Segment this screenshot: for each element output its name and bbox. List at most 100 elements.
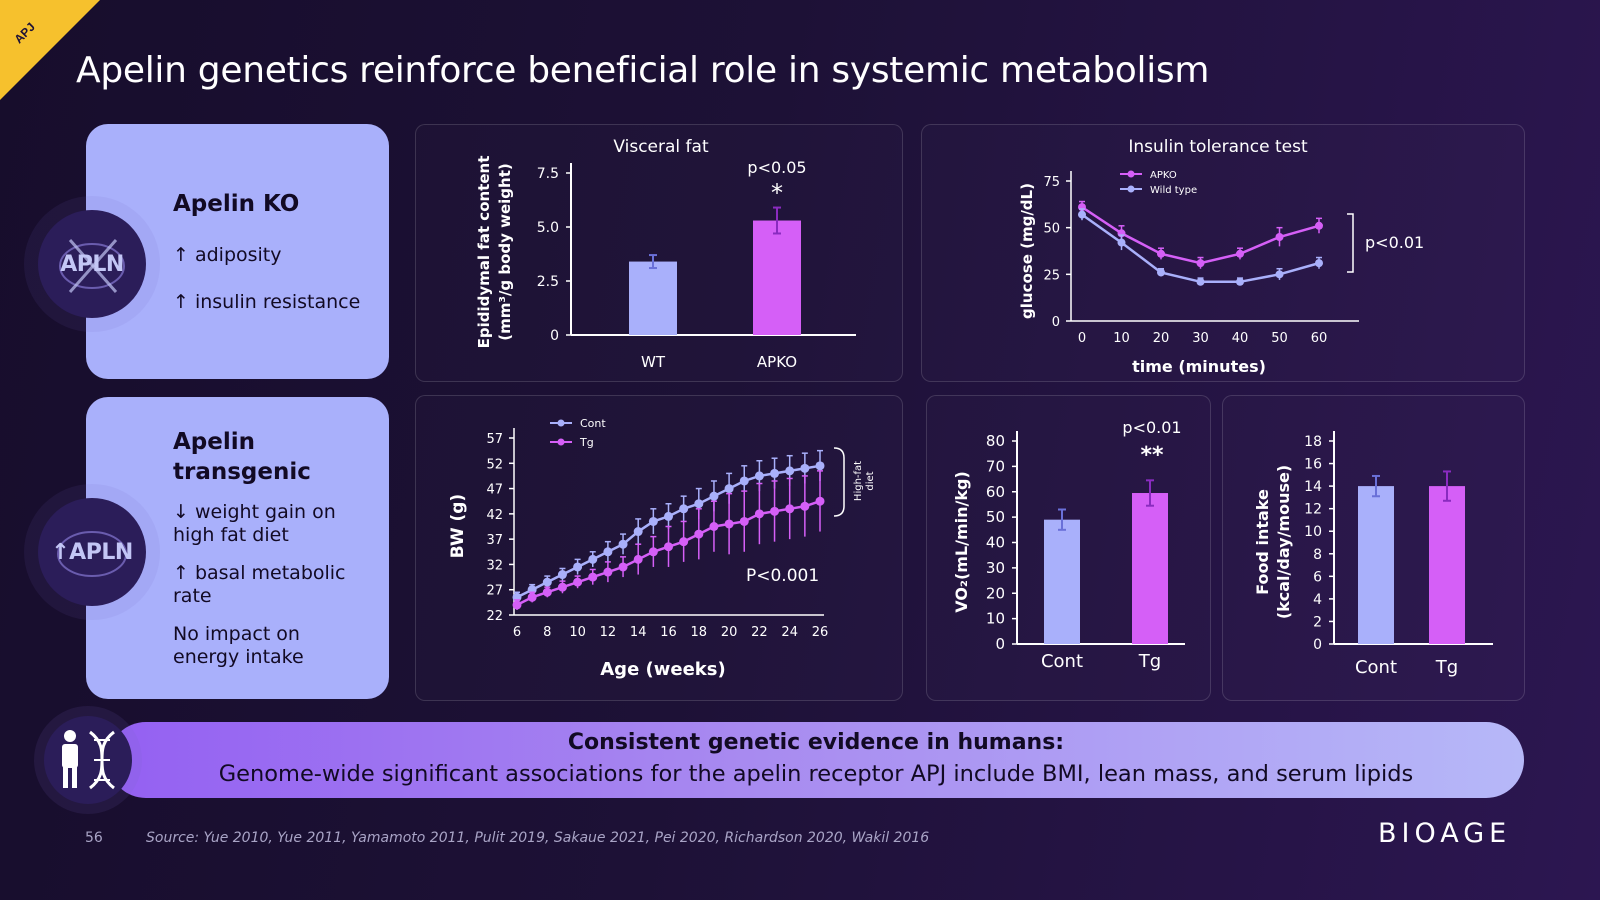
data-point [709,522,719,531]
y-axis-label: glucose (mg/dL) [1018,183,1036,319]
data-point [694,529,704,539]
data-point [633,527,643,537]
data-point [603,547,613,557]
bar-apko [753,220,801,335]
y-tick-label: 12 [1304,502,1322,518]
y-axis-label: (kcal/day/mouse) [1274,465,1293,619]
card-ko-item: ↑ adiposity [173,244,282,266]
y-tick-label: 57 [486,432,503,447]
y-axis-label: Food intake [1253,489,1272,595]
card-tg-item-line: rate [173,585,212,607]
card-tg-item-line: energy intake [173,646,304,668]
x-tick-label: 60 [1311,331,1328,346]
banner-heading: Consistent genetic evidence in humans: [567,730,1065,755]
y-tick-label: 27 [486,584,503,599]
visceral-fat-panel: 0 2.5 5.0 7.5 WT APKO Visceral fat Epididymal f… [415,124,903,382]
card-tg-item-line: No impact on [173,623,300,645]
itt-panel: 0 25 50 75 0 10 20 30 40 50 60 APKO Wild type Insulin… [921,124,1525,382]
series-line-wild-type [1081,213,1320,284]
apln-tg-icon: ↑APLN [38,498,146,606]
bar-cont [1358,486,1394,644]
y-tick-label: 14 [1304,479,1322,495]
series-line-apko [1081,206,1320,265]
data-point [679,537,689,547]
data-point [618,539,628,549]
legend-label: APKO [1150,170,1177,181]
x-tick-label: 30 [1192,331,1209,346]
bracket-label: High-fat [853,461,864,501]
bar-cont [1044,519,1080,644]
x-tick-label: 26 [812,625,829,640]
bracket-label: diet [865,471,876,490]
data-point [557,570,567,580]
data-point [739,476,749,486]
card-tg-heading: Apelin transgenic [173,427,311,487]
data-point [724,484,734,494]
data-point [800,501,810,511]
y-tick-label: 0 [1313,637,1322,653]
banner-text: Genome-wide significant associations for… [218,761,1414,787]
x-tick-label: 8 [543,625,551,640]
data-point [1157,268,1165,277]
apln-ko-label: APLN [60,251,124,277]
data-point [1117,238,1126,247]
y-tick-label: 60 [986,483,1005,501]
data-point [648,516,658,526]
y-tick-label: 2.5 [537,274,559,290]
legend-label: Tg [579,436,594,449]
card-tg-heading-line2: transgenic [173,459,311,485]
x-tick-label: 18 [691,625,708,640]
page-number: 56 [85,830,103,846]
y-tick-label: 4 [1313,592,1322,608]
y-tick-label: 18 [1304,434,1322,450]
y-tick-label: 0 [550,328,559,344]
data-point [694,499,704,509]
y-tick-label: 0 [1052,315,1060,330]
data-point [754,471,764,481]
data-point [679,504,689,514]
data-point [1078,210,1086,219]
y-axis-label: BW (g) [448,494,468,558]
data-point [573,562,583,572]
x-tick-label: 16 [660,625,677,640]
y-tick-label: 22 [486,609,503,624]
data-point [603,567,613,577]
y-tick-label: 10 [986,610,1005,628]
x-tick-label: 20 [721,625,738,640]
y-tick-label: 0 [995,635,1005,653]
visceral-fat-chart: 0 2.5 5.0 7.5 WT APKO Visceral fat Epididymal f… [475,137,856,371]
data-point [664,542,673,552]
card-tg-heading-line1: Apelin [173,429,256,455]
legend-marker [557,438,565,446]
y-tick-label: 50 [1043,222,1060,237]
y-tick-label: 20 [986,584,1005,602]
y-tick-label: 42 [486,508,503,523]
y-tick-label: 8 [1313,547,1322,563]
y-tick-label: 5.0 [537,220,559,236]
y-tick-label: 80 [986,432,1005,450]
data-point [1236,277,1244,286]
data-point [618,562,628,572]
body-weight-chart: 22 27 32 37 42 47 52 57 6 8 10 12 14 16 18 20 22 24 26 Cont… [448,417,876,680]
y-tick-label: 37 [486,533,503,548]
card-tg-item-line: ↓ weight gain on [173,501,336,523]
data-point [573,577,583,587]
bar-tg [1132,493,1168,644]
x-tick-label: 14 [630,625,647,640]
p-value-annotation: p<0.05 [747,158,806,177]
significance-bracket [1347,213,1354,273]
data-point [633,554,643,564]
y-axis-label: Epididymal fat content [475,156,493,349]
data-point [664,511,673,521]
x-tick-label: 12 [600,625,617,640]
data-point [785,504,795,514]
x-axis-label: time (minutes) [1132,357,1266,376]
card-tg-item: No impact on energy intake [173,623,373,669]
vo2-panel: 0 10 20 30 40 50 60 70 80 Cont Tg VO₂(mL/min/kg) p<0… [926,395,1211,701]
itt-chart: 0 25 50 75 0 10 20 30 40 50 60 APKO Wild type Insulin… [1018,137,1424,376]
chart-title: Visceral fat [613,137,709,157]
x-axis-label: Age (weeks) [600,659,725,680]
x-tick-label: 50 [1271,331,1288,346]
human-evidence-banner: Consistent genetic evidence in humans: G… [108,722,1524,798]
y-axis-label: (mm³/g body weight) [496,163,514,341]
